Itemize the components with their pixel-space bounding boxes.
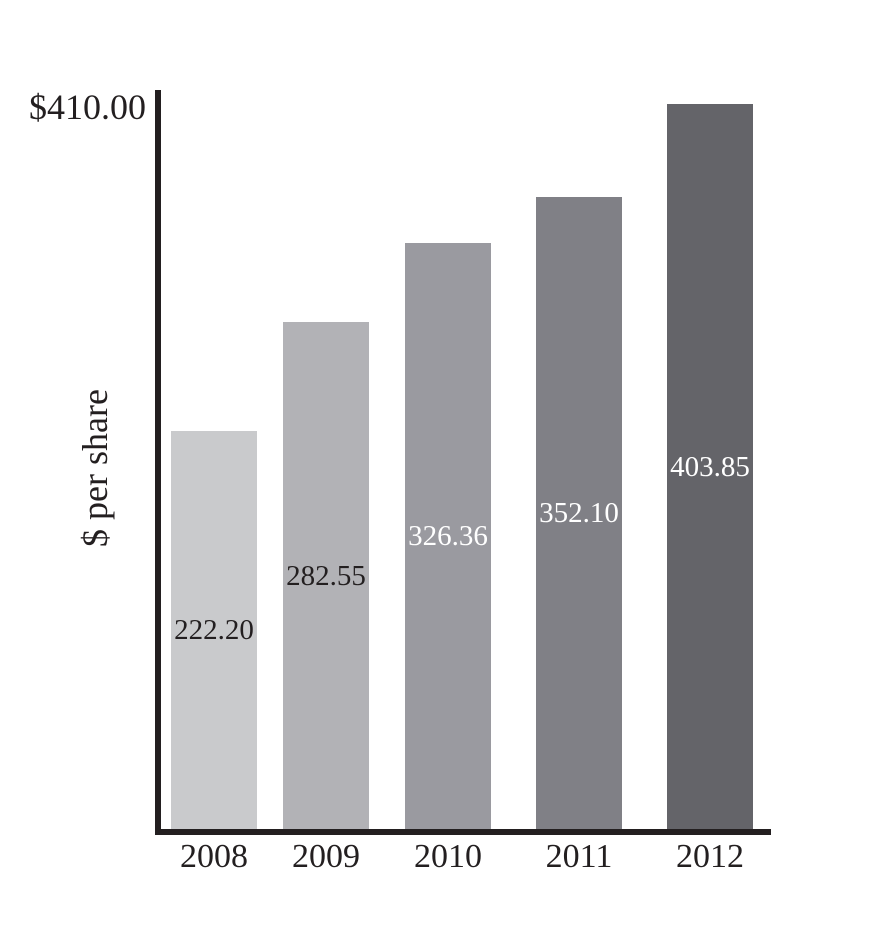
bar-2009: 282.55 — [283, 322, 369, 830]
x-axis-line — [155, 829, 771, 835]
bar-2011: 352.10 — [536, 197, 622, 830]
bar-2012: 403.85 — [667, 104, 753, 830]
y-axis-max-tick-label: $410.00 — [29, 87, 146, 127]
bar-value-label: 352.10 — [539, 497, 619, 529]
x-tick-label-2012: 2012 — [676, 838, 744, 875]
bar-value-label: 282.55 — [286, 559, 366, 592]
x-tick-label-2009: 2009 — [292, 838, 360, 875]
y-axis-title: $ per share — [75, 389, 115, 547]
bar-value-label: 222.20 — [174, 614, 254, 646]
bar-2008: 222.20 — [171, 431, 257, 830]
x-tick-label-2008: 2008 — [180, 838, 248, 875]
bar-value-label: 403.85 — [670, 450, 750, 483]
bar-value-label: 326.36 — [408, 520, 488, 552]
x-tick-label-2011: 2011 — [545, 838, 613, 875]
y-axis-line — [155, 90, 161, 835]
bar-2010: 326.36 — [405, 243, 491, 830]
x-tick-label-2010: 2010 — [414, 838, 482, 875]
